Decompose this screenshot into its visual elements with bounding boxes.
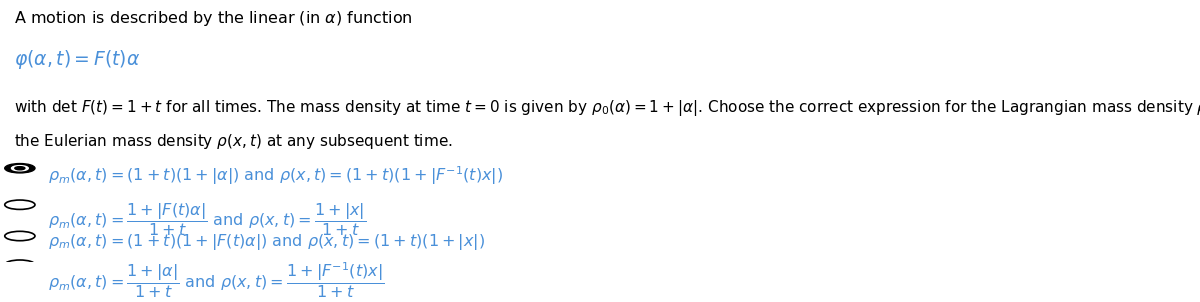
Text: A motion is described by the linear (in $\alpha$) function: A motion is described by the linear (in … bbox=[14, 9, 413, 28]
Circle shape bbox=[5, 164, 35, 173]
Text: with det $F(t) = 1 + t$ for all times. The mass density at time $t = 0$ is given: with det $F(t) = 1 + t$ for all times. T… bbox=[14, 98, 1200, 118]
Circle shape bbox=[12, 165, 29, 171]
Text: $\rho_m(\alpha, t) = \dfrac{1+|\alpha|}{1+t}$ and $\rho(x, t) = \dfrac{1+|F^{-1}: $\rho_m(\alpha, t) = \dfrac{1+|\alpha|}{… bbox=[48, 261, 384, 300]
Text: the Eulerian mass density $\rho(x, t)$ at any subsequent time.: the Eulerian mass density $\rho(x, t)$ a… bbox=[14, 132, 452, 151]
Text: $\varphi(\alpha, t) = F(t)\alpha$: $\varphi(\alpha, t) = F(t)\alpha$ bbox=[14, 48, 140, 71]
Text: $\rho_m(\alpha, t) = \dfrac{1+|F(t)\alpha|}{1+t}$ and $\rho(x, t) = \dfrac{1+|x|: $\rho_m(\alpha, t) = \dfrac{1+|F(t)\alph… bbox=[48, 201, 366, 238]
Circle shape bbox=[14, 167, 25, 170]
Text: $\rho_m(\alpha, t) = (1+t)(1+|F(t)\alpha|)$ and $\rho(x, t) = (1+t)(1+|x|)$: $\rho_m(\alpha, t) = (1+t)(1+|F(t)\alpha… bbox=[48, 232, 485, 252]
Text: $\rho_m(\alpha, t) = (1+t)(1+|\alpha|)$ and $\rho(x, t) = (1+t)(1+|F^{-1}(t)x|)$: $\rho_m(\alpha, t) = (1+t)(1+|\alpha|)$ … bbox=[48, 164, 503, 187]
